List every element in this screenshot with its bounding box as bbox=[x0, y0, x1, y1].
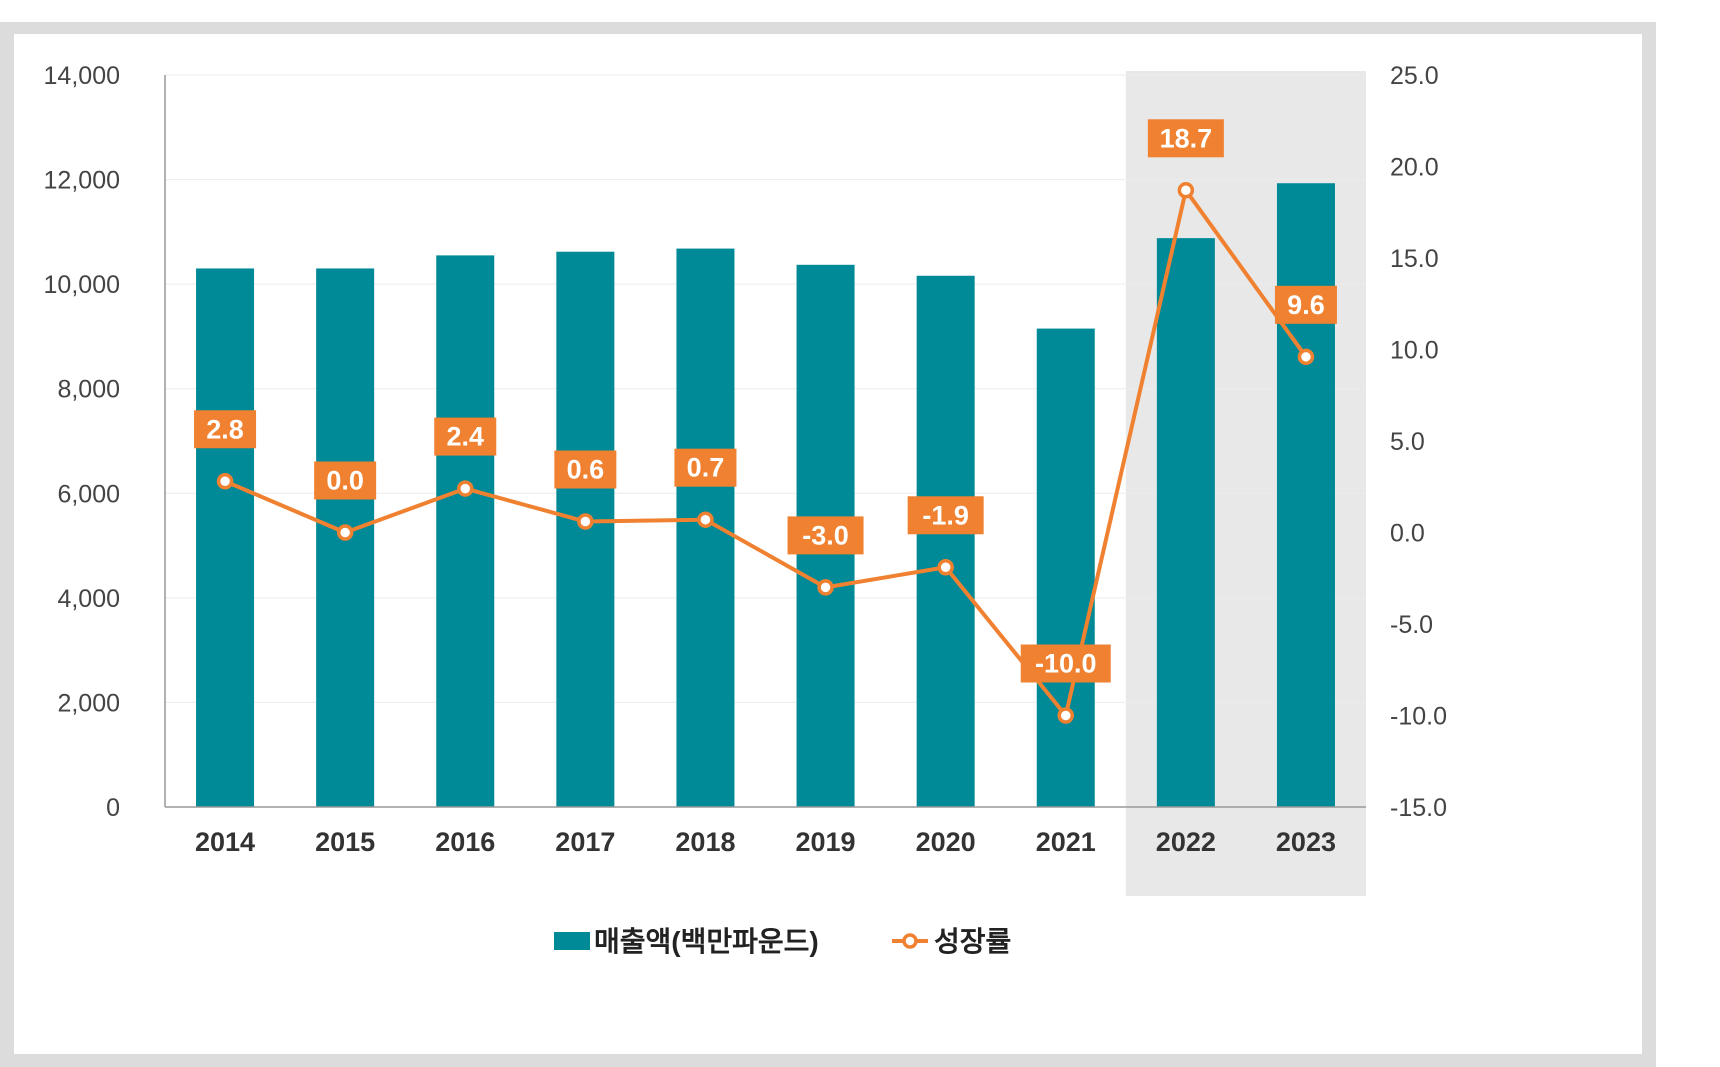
growth-point-2023 bbox=[1297, 348, 1315, 366]
left-axis-tick-label: 2,000 bbox=[57, 689, 120, 717]
growth-point-2020 bbox=[937, 559, 954, 576]
x-axis-tick-label: 2017 bbox=[555, 827, 615, 857]
data-label-text: 2.4 bbox=[446, 422, 484, 452]
data-label-2020: -1.9 bbox=[907, 496, 984, 535]
data-label-box bbox=[674, 448, 737, 487]
x-axis-tick-label: 2018 bbox=[675, 827, 735, 857]
right-axis-tick-label: 10.0 bbox=[1390, 337, 1439, 365]
left-axis-tick-label: 4,000 bbox=[57, 585, 120, 613]
legend-swatch-marker bbox=[902, 933, 918, 949]
data-label-text: 2.8 bbox=[206, 414, 244, 444]
bar-2014 bbox=[196, 268, 255, 807]
data-label-2021: -10.0 bbox=[1020, 644, 1111, 683]
legend-item-growth: 성장률 bbox=[892, 926, 1011, 957]
x-axis-tick-label: 2022 bbox=[1156, 827, 1216, 857]
data-label-box bbox=[787, 516, 864, 555]
growth-point-2018 bbox=[697, 511, 714, 528]
bar-2020 bbox=[916, 275, 975, 807]
legend-swatch-bar bbox=[554, 932, 590, 950]
right-axis-tick-label: 5.0 bbox=[1390, 428, 1425, 456]
x-axis-tick-label: 2015 bbox=[315, 827, 375, 857]
data-label-2014: 2.8 bbox=[194, 410, 257, 449]
bar-2021 bbox=[1036, 328, 1095, 807]
right-axis-tick-label: 25.0 bbox=[1390, 62, 1439, 90]
data-label-text: 0.6 bbox=[567, 455, 605, 485]
growth-point-2022 bbox=[1177, 182, 1195, 199]
data-label-2022: 18.7 bbox=[1147, 119, 1224, 158]
data-label-text: -1.9 bbox=[922, 500, 969, 530]
data-label-2017: 0.6 bbox=[554, 450, 617, 489]
data-label-2016: 2.4 bbox=[434, 417, 497, 456]
bar-2016 bbox=[436, 255, 495, 807]
right-axis-tick-label: 20.0 bbox=[1390, 154, 1439, 182]
x-axis-tick-label: 2014 bbox=[195, 827, 255, 857]
chart-panel: 0 2,000 4,000 6,000 8,000 10,000 12,000 14,000 -… bbox=[14, 34, 1642, 1054]
x-axis-tick-label: 2020 bbox=[916, 827, 976, 857]
x-axis-tick-label: 2019 bbox=[796, 827, 856, 857]
left-axis-tick-label: 6,000 bbox=[57, 480, 120, 508]
growth-point-2014 bbox=[216, 473, 234, 490]
x-axis-tick-label: 2021 bbox=[1036, 827, 1096, 857]
growth-point-2017 bbox=[577, 513, 594, 530]
right-axis-tick-label: 15.0 bbox=[1390, 245, 1439, 273]
left-axis-tick-label: 12,000 bbox=[44, 167, 120, 195]
left-axis-tick-label: 14,000 bbox=[44, 62, 120, 90]
data-label-box bbox=[907, 496, 984, 535]
combo-chart: 0 2,000 4,000 6,000 8,000 10,000 12,000 14,000 -… bbox=[44, 62, 1447, 957]
bar-2022 bbox=[1156, 238, 1215, 808]
data-label-text: -10.0 bbox=[1035, 649, 1097, 679]
chart-frame: 0 2,000 4,000 6,000 8,000 10,000 12,000 14,000 -… bbox=[0, 22, 1656, 1067]
legend-item-sales: 매출액(백만파운드) bbox=[554, 926, 819, 957]
data-label-text: -3.0 bbox=[802, 520, 849, 550]
right-axis-tick-label: 0.0 bbox=[1390, 520, 1425, 548]
legend-label: 매출액(백만파운드) bbox=[594, 926, 819, 957]
left-axis-tick-label: 8,000 bbox=[57, 376, 120, 404]
x-axis-tick-label: 2016 bbox=[435, 827, 495, 857]
data-label-2019: -3.0 bbox=[787, 516, 864, 555]
data-label-2015: 0.0 bbox=[314, 461, 377, 500]
data-label-box bbox=[314, 461, 377, 500]
data-label-box bbox=[554, 450, 617, 489]
data-label-text: 0.7 bbox=[687, 453, 725, 483]
legend-label: 성장률 bbox=[934, 926, 1011, 957]
left-axis-tick-label: 10,000 bbox=[44, 271, 120, 299]
data-label-box bbox=[194, 410, 257, 449]
data-label-2018: 0.7 bbox=[674, 448, 737, 487]
left-axis-tick-label: 0 bbox=[106, 794, 120, 822]
data-label-box bbox=[1274, 285, 1337, 324]
data-label-box bbox=[1020, 644, 1111, 683]
data-label-box bbox=[1147, 119, 1224, 158]
right-axis-tick-label: -5.0 bbox=[1390, 611, 1433, 639]
data-label-2023: 9.6 bbox=[1274, 285, 1337, 324]
x-axis-tick-label: 2023 bbox=[1276, 827, 1336, 857]
data-label-text: 18.7 bbox=[1160, 123, 1213, 153]
growth-line bbox=[224, 188, 1308, 718]
growth-point-2019 bbox=[817, 579, 834, 596]
bar-2023 bbox=[1276, 183, 1335, 807]
right-axis-tick-label: -10.0 bbox=[1390, 703, 1447, 731]
data-label-text: 0.0 bbox=[326, 466, 364, 496]
growth-point-2016 bbox=[457, 480, 474, 497]
data-label-text: 9.6 bbox=[1287, 290, 1325, 320]
growth-point-2021 bbox=[1057, 707, 1074, 724]
data-label-box bbox=[434, 417, 497, 456]
growth-point-2015 bbox=[336, 524, 354, 541]
right-axis-tick-label: -15.0 bbox=[1390, 794, 1447, 822]
